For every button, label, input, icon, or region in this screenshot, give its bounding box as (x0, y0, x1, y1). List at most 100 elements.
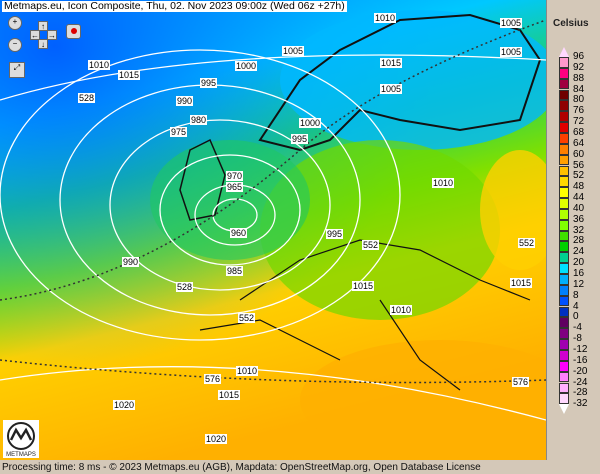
geopotential-label: 552 (518, 238, 536, 248)
isobar-label: 970 (226, 171, 244, 181)
zoom-out-icon[interactable]: − (8, 38, 22, 52)
geopotential-label: 552 (238, 313, 256, 323)
metmaps-logo: METMAPS (3, 420, 39, 458)
zoom-in-icon[interactable]: + (8, 16, 22, 30)
pan-down-button[interactable]: ↓ (38, 39, 48, 49)
legend-swatch (559, 284, 569, 296)
geopotential-label: 528 (176, 282, 194, 292)
legend-value: 28 (573, 235, 585, 247)
isobar-label: 990 (176, 96, 194, 106)
isobar-label: 980 (190, 115, 208, 125)
weather-map[interactable]: Metmaps.eu, Icon Composite, Thu, 02. Nov… (0, 0, 546, 460)
isobar-label: 960 (230, 228, 248, 238)
legend-swatch (559, 176, 569, 188)
legend-value: 64 (573, 137, 585, 149)
legend-value: -24 (573, 376, 588, 388)
pan-left-button[interactable]: ← (30, 30, 40, 40)
legend-swatch (559, 198, 569, 209)
legend-swatch (559, 274, 569, 285)
map-title: Metmaps.eu, Icon Composite, Thu, 02. Nov… (2, 0, 347, 12)
svg-text:METMAPS: METMAPS (6, 452, 36, 458)
legend-swatch (559, 67, 569, 79)
isobar-label: 1015 (510, 278, 533, 288)
legend-value: 0 (573, 311, 579, 323)
isobar-label: 1005 (380, 84, 403, 94)
legend-swatch (559, 100, 569, 112)
legend-swatch (559, 382, 569, 394)
legend-swatch (559, 154, 569, 166)
fullscreen-icon[interactable]: ⤢ (9, 62, 25, 78)
legend-value: -20 (573, 365, 588, 377)
legend-swatch (559, 187, 569, 198)
legend-value: 20 (573, 257, 585, 269)
legend-swatch (559, 122, 569, 133)
isobar-label: 1005 (282, 46, 305, 56)
isobar-label: 1000 (235, 61, 258, 71)
isobar-label: 1005 (500, 47, 523, 57)
legend-swatch (559, 252, 569, 264)
legend-value: 44 (573, 192, 585, 204)
legend-value: 12 (573, 278, 585, 290)
legend-value: 76 (573, 105, 585, 117)
legend-swatch (559, 230, 569, 242)
isobar-label: 1010 (88, 60, 111, 70)
isobar-label: 975 (170, 127, 188, 137)
legend-swatch (559, 328, 569, 340)
legend-swatch (559, 111, 569, 123)
legend-value: -4 (573, 322, 582, 334)
isobar-label: 995 (326, 229, 344, 239)
isobar-label: 985 (226, 266, 244, 276)
legend-swatch (559, 317, 569, 329)
legend-swatch (559, 132, 569, 144)
isobar-label: 1000 (299, 118, 322, 128)
legend-min-arrow (559, 404, 569, 415)
color-legend: Celsius 96 92 88 84 80 76 72 68 64 60 56 52 48 44 40 36… (546, 0, 600, 460)
legend-swatch (559, 89, 569, 101)
legend-value: 4 (573, 300, 579, 312)
legend-swatch (559, 295, 569, 307)
legend-swatch (559, 371, 569, 383)
isobar-label: 1015 (380, 58, 403, 68)
legend-value: 68 (573, 126, 585, 138)
legend-value: 88 (573, 72, 585, 84)
geopotential-label: 552 (362, 240, 380, 250)
legend-value: 84 (573, 83, 585, 95)
legend-swatch (559, 360, 569, 372)
legend-value: -8 (573, 333, 582, 345)
legend-swatch (559, 165, 569, 177)
legend-swatch (559, 57, 569, 68)
legend-value: 40 (573, 202, 585, 214)
pan-right-button[interactable]: → (47, 30, 57, 40)
legend-unit: Celsius (553, 18, 589, 29)
pan-up-button[interactable]: ↑ (38, 21, 48, 31)
legend-swatch (559, 339, 569, 350)
legend-value: 92 (573, 61, 585, 73)
legend-value: 32 (573, 224, 585, 236)
isobar-label: 965 (226, 182, 244, 192)
legend-value: 80 (573, 94, 585, 106)
isobar-label: 1015 (218, 390, 241, 400)
geopotential-label: 576 (204, 374, 222, 384)
legend-max-arrow (559, 47, 569, 57)
geopotential-label: 576 (512, 377, 530, 387)
legend-value: 96 (573, 51, 585, 62)
legend-value: -32 (573, 398, 588, 410)
geopotential-label: 528 (78, 93, 96, 103)
legend-value: 52 (573, 170, 585, 182)
isobar-label: 1015 (118, 70, 141, 80)
legend-value: -12 (573, 343, 588, 355)
legend-value: -16 (573, 354, 588, 366)
isobar-label: 1020 (113, 400, 136, 410)
isobar-label: 995 (200, 78, 218, 88)
isobar-label: 1010 (236, 366, 259, 376)
isobar-label: 1010 (374, 13, 397, 23)
legend-value: -28 (573, 387, 588, 399)
isobar-label: 1020 (205, 434, 228, 444)
legend-swatch (559, 263, 569, 274)
isobar-label: 1005 (500, 18, 523, 28)
legend-value: 8 (573, 289, 579, 301)
isobar-label: 1010 (390, 305, 413, 315)
camera-icon[interactable] (66, 24, 81, 39)
legend-value: 56 (573, 159, 585, 171)
legend-value: 72 (573, 116, 585, 128)
